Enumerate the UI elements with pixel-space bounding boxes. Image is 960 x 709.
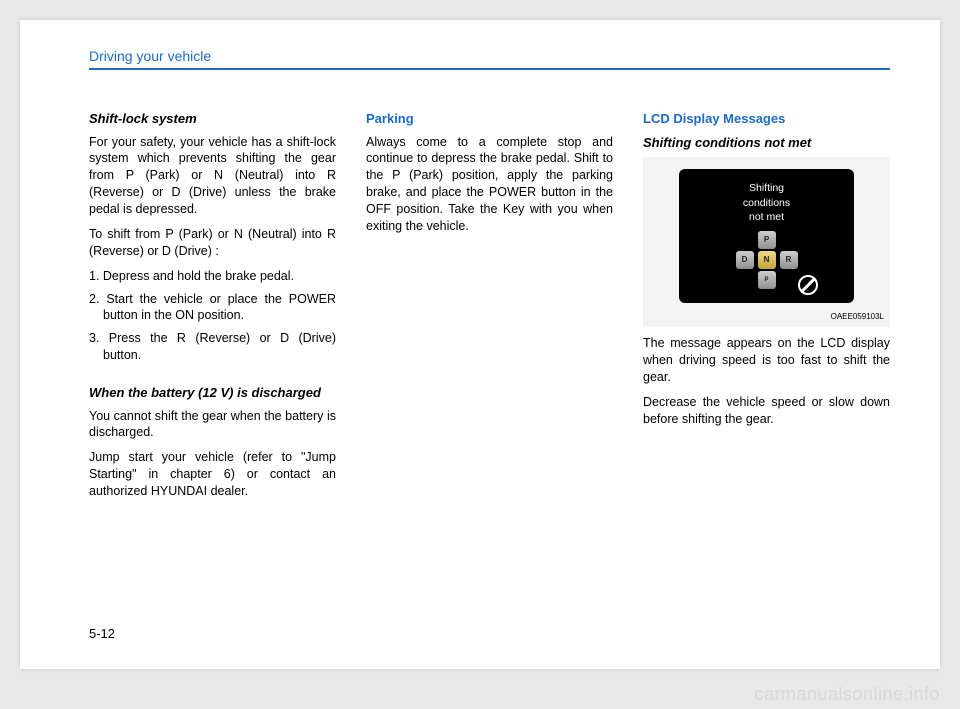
- gear-p-icon: P: [758, 231, 776, 249]
- column-1: Shift-lock system For your safety, your …: [89, 110, 336, 508]
- lcd-messages-heading: LCD Display Messages: [643, 110, 890, 128]
- page-number: 5-12: [89, 626, 115, 641]
- step-2: 2. Start the vehicle or place the POWER …: [89, 291, 336, 325]
- body-text: You cannot shift the gear when the batte…: [89, 408, 336, 442]
- lcd-figure: Shifting conditions not met P D N R P OA…: [643, 157, 890, 327]
- parking-heading: Parking: [366, 110, 613, 128]
- lcd-screen: Shifting conditions not met P D N R P: [679, 169, 854, 303]
- manual-page: Driving your vehicle Shift-lock system F…: [20, 20, 940, 669]
- lcd-line: not met: [679, 210, 854, 225]
- body-text: The message appears on the LCD display w…: [643, 335, 890, 386]
- gear-r-icon: R: [780, 251, 798, 269]
- content-columns: Shift-lock system For your safety, your …: [89, 110, 890, 508]
- shifting-cond-heading: Shifting conditions not met: [643, 134, 890, 152]
- gear-d-icon: D: [736, 251, 754, 269]
- lcd-line: conditions: [679, 196, 854, 211]
- step-1: 1. Depress and hold the brake pedal.: [89, 268, 336, 285]
- body-text: For your safety, your vehicle has a shif…: [89, 134, 336, 218]
- horizontal-rule: [89, 68, 890, 70]
- lcd-line: Shifting: [679, 181, 854, 196]
- body-text: Always come to a complete stop and conti…: [366, 134, 613, 235]
- watermark: carmanualsonline.info: [754, 684, 940, 705]
- prohibit-icon: [798, 275, 818, 295]
- section-title: Driving your vehicle: [89, 48, 890, 64]
- gear-n-icon: N: [758, 251, 776, 269]
- column-3: LCD Display Messages Shifting conditions…: [643, 110, 890, 508]
- body-text: Jump start your vehicle (refer to "Jump …: [89, 449, 336, 500]
- gear-prelease-icon: P: [758, 271, 776, 289]
- battery-heading: When the battery (12 V) is discharged: [89, 384, 336, 402]
- page-header: Driving your vehicle: [89, 48, 890, 70]
- body-text: To shift from P (Park) or N (Neutral) in…: [89, 226, 336, 260]
- shift-lock-heading: Shift-lock system: [89, 110, 336, 128]
- step-3: 3. Press the R (Reverse) or D (Drive) bu…: [89, 330, 336, 364]
- column-2: Parking Always come to a complete stop a…: [366, 110, 613, 508]
- gear-selector-icon: P D N R P: [722, 231, 812, 291]
- body-text: Decrease the vehicle speed or slow down …: [643, 394, 890, 428]
- figure-code: OAEE059103L: [831, 312, 884, 323]
